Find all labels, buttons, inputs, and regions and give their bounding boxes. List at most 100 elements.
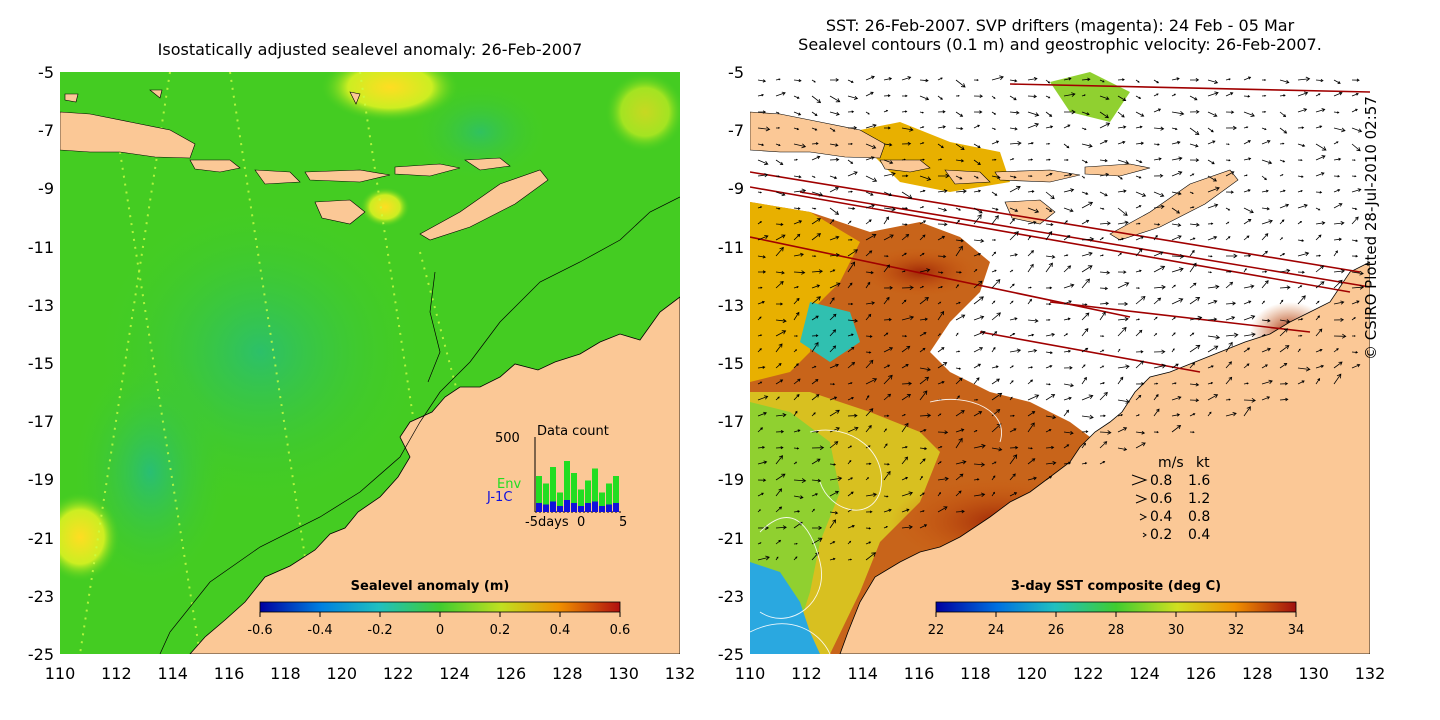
velocity-arrow [775,270,785,275]
longitude-tick-label: 122 [1072,664,1104,683]
velocity-arrow [1027,411,1036,417]
velocity-arrow [1063,158,1069,162]
inset-bars [536,461,619,512]
longitude-tick-label: 114 [847,664,878,683]
velocity-arrow [1315,108,1326,113]
longitude-tick-label: 126 [495,664,527,683]
velocity-arrow [1045,415,1057,420]
velocity-arrow [991,75,1004,81]
velocity-arrow [1315,315,1320,321]
velocity-arrow [1153,297,1162,305]
velocity-arrow [1081,430,1089,434]
velocity-arrow [973,189,982,193]
inset-bar-j1c [543,504,549,512]
velocity-arrow [955,239,964,243]
longitude-tick-label: 110 [44,664,76,683]
velocity-arrow [829,329,837,337]
velocity-arrow [1225,281,1234,289]
velocity-arrow [1009,127,1018,131]
velocity-arrow [1117,326,1127,337]
velocity-arrow [1171,348,1175,353]
velocity-arrow [775,143,781,147]
velocity-arrow [1135,382,1145,386]
velocity-arrow [1171,156,1183,161]
left-colorbar-tick-label: 0.4 [550,623,571,638]
velocity-arrow [1351,216,1359,225]
velocity-arrow [1027,94,1038,99]
velocity-arrow [757,126,771,132]
velocity-arrow [1243,382,1249,385]
velocity-arrow [1351,254,1359,258]
velocity-arrow [1333,317,1345,322]
inset-j1c-label: J-1C [486,490,512,505]
velocity-arrow [1333,157,1342,161]
velocity-arrow [1009,380,1014,385]
velocity-arrow [1351,239,1359,243]
velocity-arrow [901,334,908,338]
longitude-tick-label: 118 [960,664,991,683]
velocity-arrow [757,255,766,259]
velocity-arrow [1009,445,1019,450]
velocity-arrow [991,215,999,225]
velocity-arrow [1099,382,1105,385]
velocity-arrow [1045,445,1055,450]
velocity-arrow [1063,300,1072,305]
velocity-arrow [811,296,821,305]
velocity-arrow [901,141,912,146]
velocity-arrow [1207,91,1219,97]
velocity-arrow [1063,124,1071,129]
velocity-arrow [1027,220,1037,225]
velocity-arrow [883,234,894,241]
velocity-arrow [1279,299,1284,305]
velocity-arrow [865,527,872,530]
velocity-arrow [1279,319,1291,324]
legend-row-2: 0.4 0.8 [1139,509,1210,525]
velocity-arrow [1297,348,1301,353]
longitude-tick-label: 116 [903,664,935,683]
velocity-arrow [757,427,763,433]
velocity-arrow [901,110,908,113]
velocity-arrow [1333,111,1340,114]
velocity-arrow [1135,79,1140,83]
java-island [750,111,886,159]
velocity-arrow [1297,366,1311,372]
velocity-arrow [1315,281,1325,289]
velocity-arrow [1189,173,1195,177]
velocity-arrow [937,158,943,161]
right-colorbar-tick-label: 32 [1228,623,1245,638]
velocity-arrow [793,95,800,99]
velocity-arrow [1045,332,1056,337]
velocity-arrow [1189,127,1200,135]
velocity-arrow [1135,329,1143,337]
velocity-arrow [1261,219,1273,225]
velocity-arrow [991,127,996,130]
longitude-tick-label: 112 [101,664,132,683]
velocity-arrow [811,412,816,417]
velocity-arrow [1117,78,1125,82]
velocity-arrow [1081,219,1090,225]
velocity-arrow [829,297,835,305]
velocity-arrow [829,157,840,162]
velocity-arrow [955,332,959,337]
velocity-arrow [1189,344,1201,353]
velocity-arrow [1207,365,1214,369]
velocity-arrow [829,253,840,258]
velocity-arrow [973,280,983,289]
legend-row-3: 0.2 0.4 [1142,527,1210,543]
velocity-arrow [775,343,783,353]
latitude-tick-label: -5 [728,63,744,82]
velocity-arrow [1243,207,1254,214]
velocity-arrow [757,286,763,289]
velocity-arrow [1027,422,1035,433]
inset-bar-env [613,476,619,503]
velocity-arrow [1099,172,1110,177]
velocity-arrow [1351,143,1361,152]
velocity-arrow [829,541,836,545]
velocity-arrow [847,558,853,561]
velocity-arrow [1171,284,1176,289]
velocity-arrow [865,335,873,338]
right-colorbar-tick-label: 28 [1108,623,1125,638]
inset-bar-env [578,489,584,506]
velocity-arrow [757,316,762,321]
velocity-arrow [955,460,967,465]
